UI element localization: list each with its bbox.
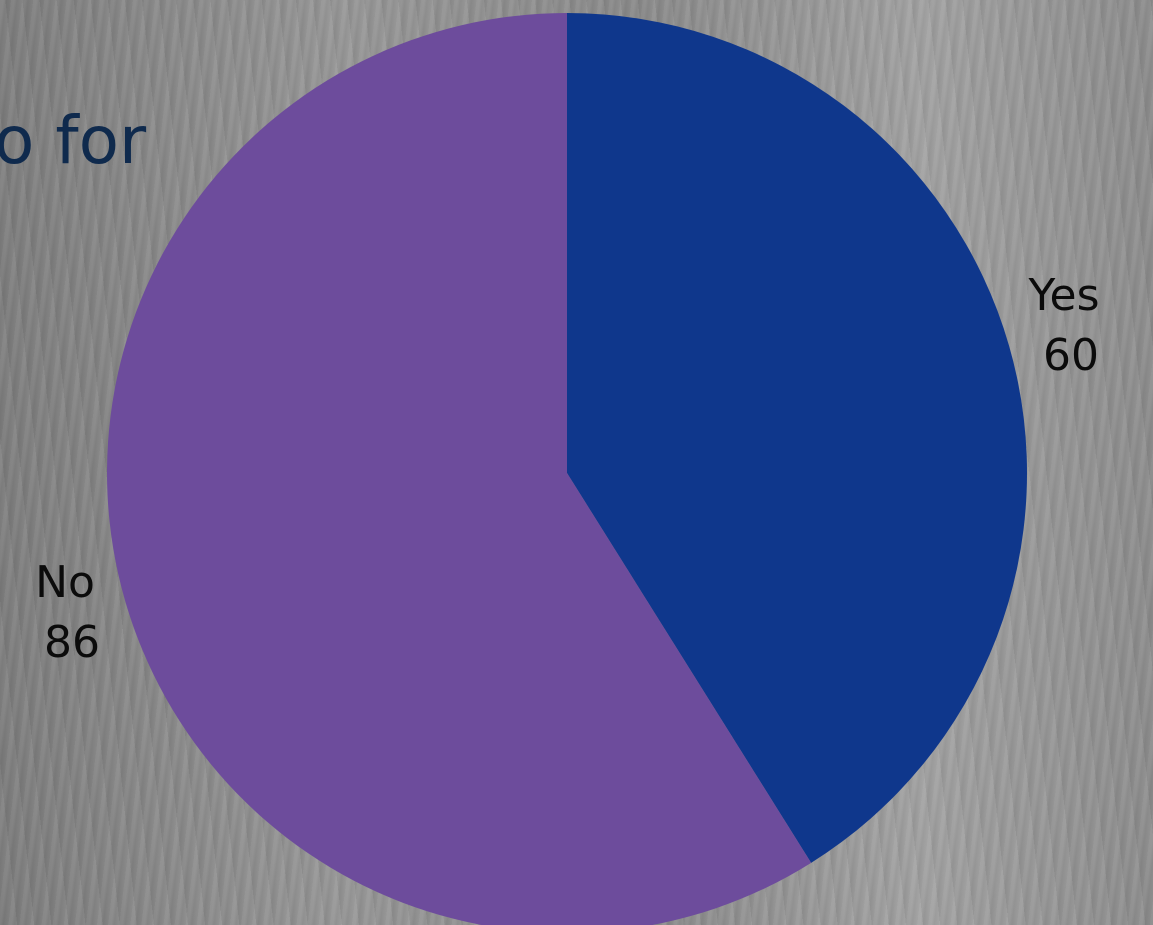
pie-slice-yes [567, 13, 1028, 863]
slice-label-no: No 86 [35, 557, 109, 668]
pie-slices [107, 13, 1028, 925]
slice-label-no-category: No [35, 557, 95, 608]
slice-label-no-value: 86 [44, 617, 100, 668]
slice-label-yes-value: 60 [1043, 330, 1099, 381]
slide-title: o for [0, 102, 147, 179]
slice-label-yes: Yes 60 [1027, 270, 1113, 381]
pie-slice-no [107, 13, 812, 925]
slice-label-yes-category: Yes [1027, 270, 1099, 321]
